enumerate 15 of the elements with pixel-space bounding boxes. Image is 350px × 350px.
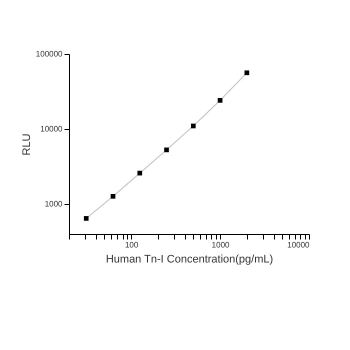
y-tick-label: 10000 <box>40 124 64 134</box>
point <box>218 98 222 103</box>
point <box>110 194 116 199</box>
x-tick-label: 10000 <box>287 240 310 250</box>
point <box>164 148 169 152</box>
x-tick-label: 100 <box>124 240 139 250</box>
y-axis-title: RLU <box>20 133 33 156</box>
point <box>244 70 250 76</box>
point <box>190 124 196 128</box>
point <box>137 170 142 176</box>
x-tick-label: 1000 <box>212 240 230 250</box>
x-axis-title: Human Tn-I Concentration(pg/mL) <box>106 254 274 266</box>
y-tick-label: 100000 <box>36 50 64 58</box>
y-tick-label: 1000 <box>44 200 64 209</box>
point <box>84 216 89 221</box>
